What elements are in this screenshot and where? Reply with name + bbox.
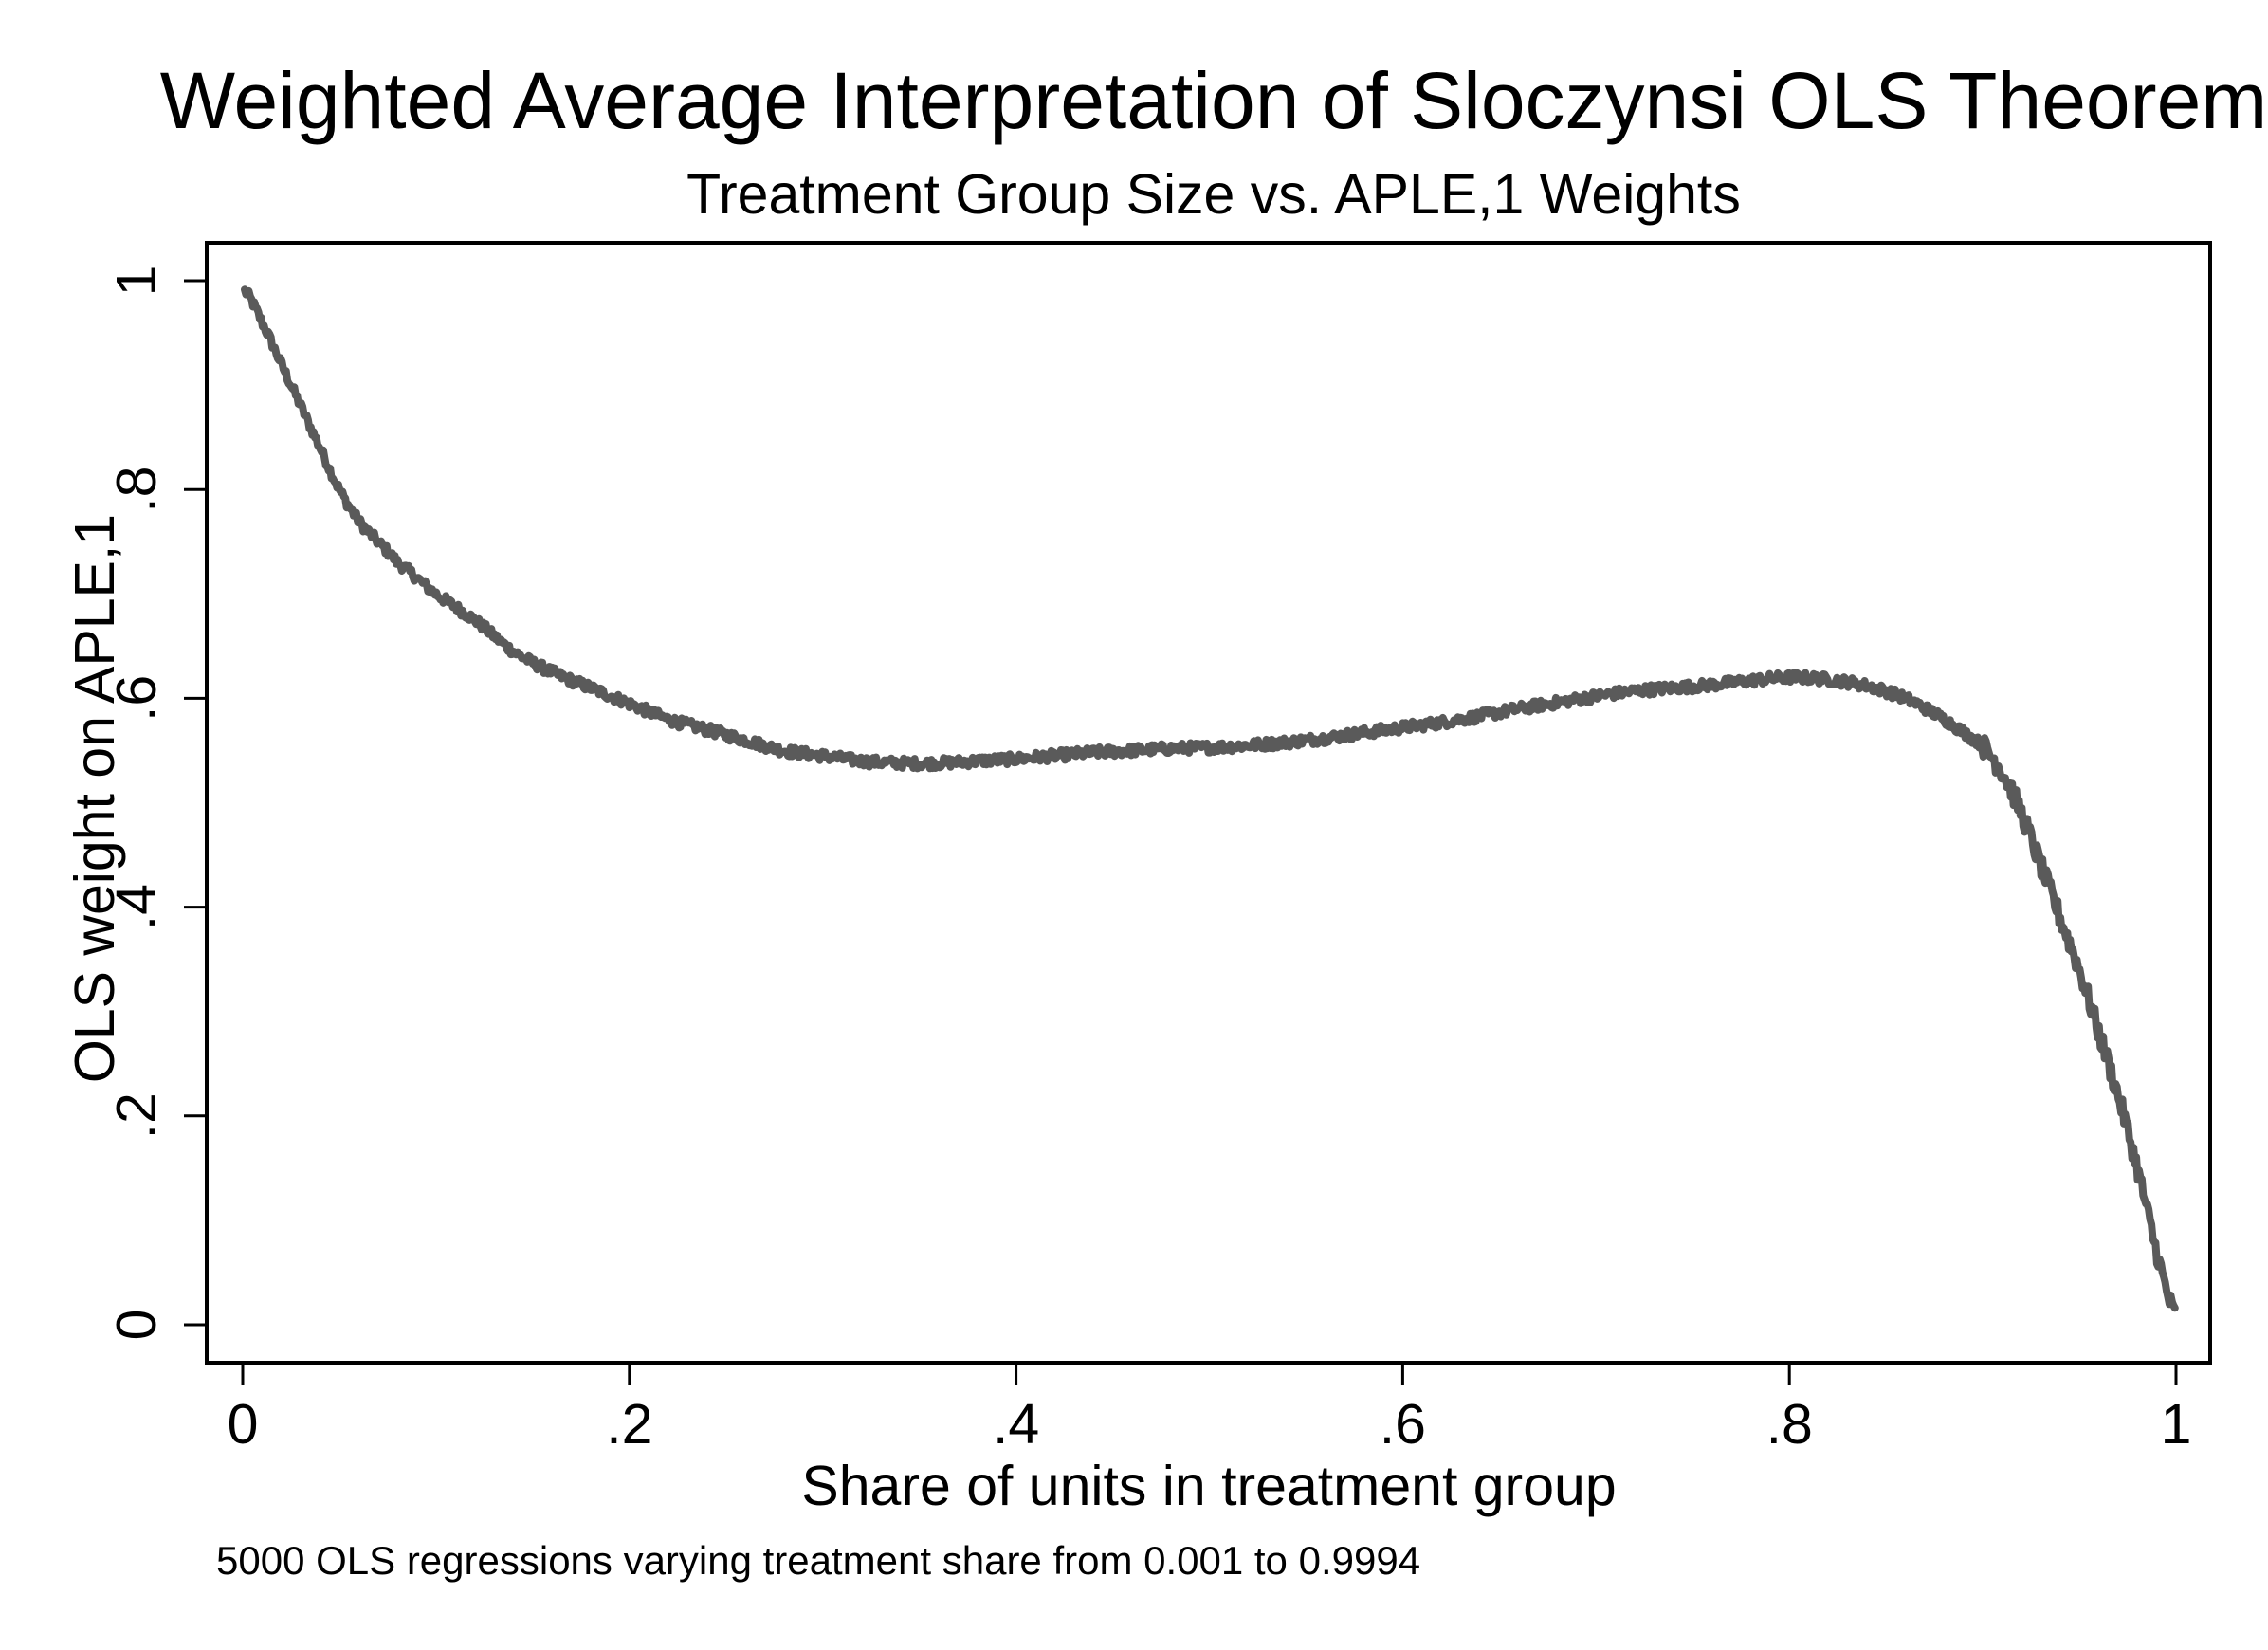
- chart-note: 5000 OLS regressions varying treatment s…: [216, 1538, 1420, 1583]
- series-layer: [241, 285, 2179, 1312]
- x-tick-label: 0: [228, 1393, 259, 1456]
- x-axis-title: Share of units in treatment group: [801, 1455, 1616, 1517]
- y-tick-label: 0: [105, 1310, 168, 1341]
- x-tick-label: .2: [606, 1393, 652, 1456]
- y-axis-title: OLS weight on APLE,1: [64, 514, 126, 1083]
- x-tick-label: 1: [2161, 1393, 2192, 1456]
- y-tick-label: .4: [105, 884, 168, 930]
- x-axis: 0 .2 .4 .6 .8 1: [228, 1363, 2192, 1456]
- y-tick-label: .6: [105, 675, 168, 722]
- x-tick-label: .4: [993, 1393, 1039, 1456]
- y-tick-label: 1: [105, 266, 168, 297]
- x-tick-label: .6: [1380, 1393, 1426, 1456]
- plot-area-frame: [205, 241, 2212, 1365]
- x-tick-label: .8: [1766, 1393, 1813, 1456]
- series-line: [241, 285, 2179, 1312]
- chart-title: Weighted Average Interpretation of Slocz…: [160, 56, 2268, 145]
- y-tick-label: .8: [105, 467, 168, 513]
- y-axis: 0 .2 .4 .6 .8 1: [105, 266, 207, 1341]
- y-tick-label: .2: [105, 1092, 168, 1139]
- chart-subtitle: Treatment Group Size vs. APLE,1 Weights: [686, 163, 1741, 226]
